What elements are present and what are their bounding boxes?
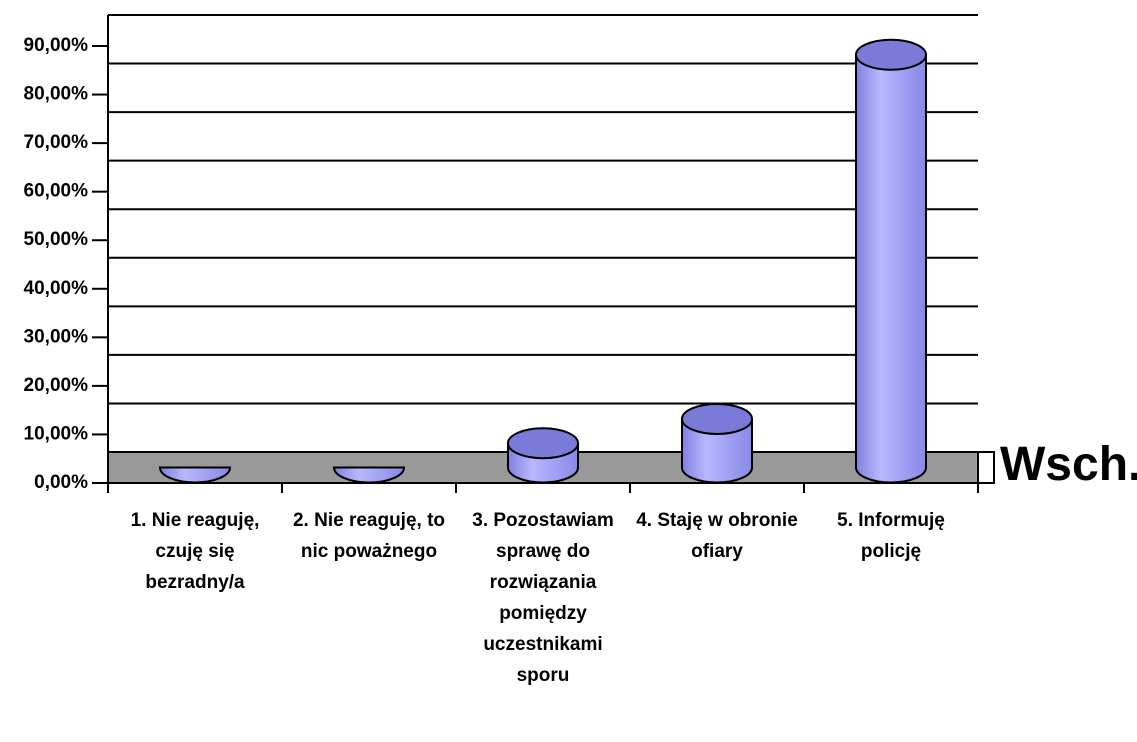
y-tick-label: 20,00% <box>24 375 89 396</box>
cylinder <box>855 53 927 484</box>
y-tick-label: 40,00% <box>24 278 89 299</box>
x-tick-label: 3. Pozostawiam sprawę do rozwiązania pom… <box>472 510 614 686</box>
cylinder-top <box>507 427 579 460</box>
cylinder <box>681 417 753 484</box>
y-tick-label: 80,00% <box>24 84 89 105</box>
cylinder <box>158 466 232 484</box>
y-tick-label: 30,00% <box>24 326 89 347</box>
y-tick-label: 90,00% <box>24 35 89 56</box>
y-tick-label: 10,00% <box>24 423 89 444</box>
cylinder-top <box>681 402 753 435</box>
x-tick-label: 2. Nie reaguję, to nic poważnego <box>292 510 446 562</box>
depth-bracket <box>978 451 995 484</box>
y-tick-label: 50,00% <box>24 229 89 250</box>
x-tick-label: 5. Informuję policję <box>837 510 945 562</box>
y-tick-label: 70,00% <box>24 132 89 153</box>
x-tick-label: 1. Nie reaguję, czuję się bezradny/a <box>130 510 260 593</box>
y-tick-label: 60,00% <box>24 181 89 202</box>
y-tick-label: 0,00% <box>34 472 88 493</box>
x-tick-label: 4. Staję w obronie ofiary <box>636 510 798 562</box>
cylinder-top <box>855 38 927 71</box>
series-label: Wsch. <box>1000 438 1137 491</box>
cylinder <box>332 466 406 484</box>
